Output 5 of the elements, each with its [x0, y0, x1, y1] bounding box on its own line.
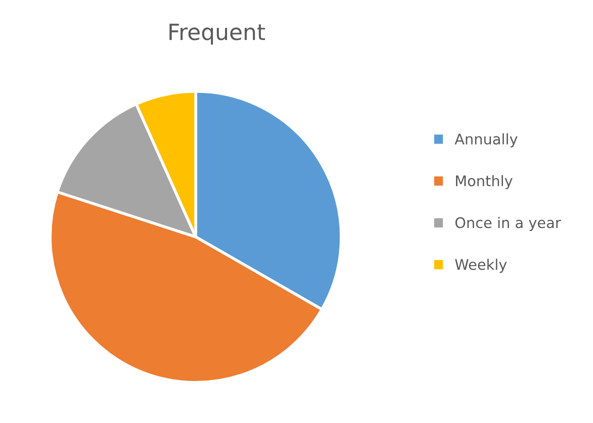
legend-label: Weekly	[455, 258, 507, 273]
legend-label: Annually	[454, 133, 518, 148]
legend-label: Monthly	[456, 175, 513, 190]
chart-title: Frequent	[170, 24, 265, 45]
legend-label: Once in a year	[455, 216, 561, 232]
